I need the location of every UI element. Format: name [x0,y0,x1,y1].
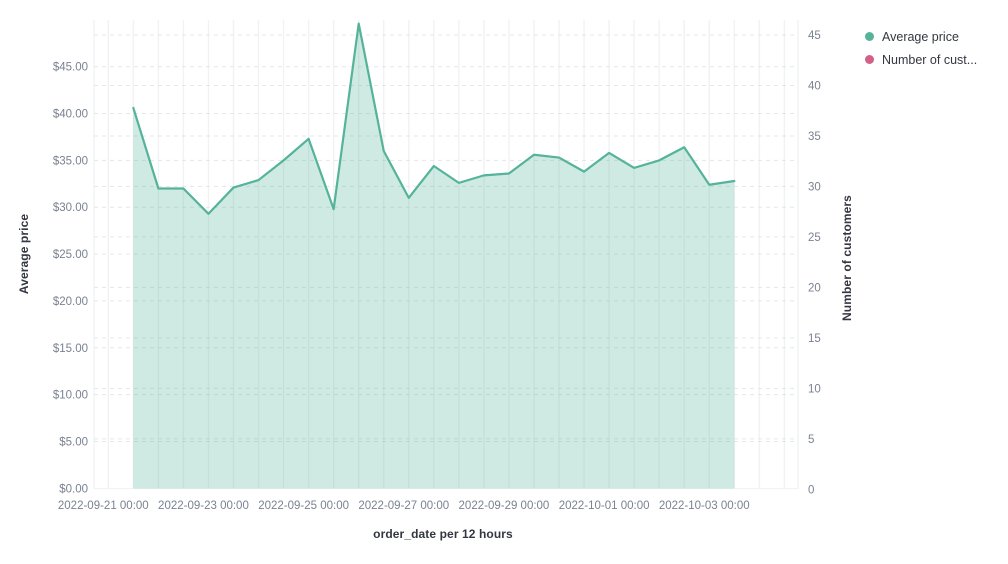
y-axis-right-tick-label: 45 [808,30,821,42]
average-price-line [132,22,736,215]
legend-label: Average price [882,29,959,44]
y-axis-right-tick-label: 10 [808,383,821,395]
average-price-area [133,23,735,489]
legend-item-average-price[interactable]: Average price [863,25,1005,48]
y-axis-right-tick-label: 15 [808,333,821,345]
legend: Average price Number of cust... [863,25,1005,71]
y-axis-right-tick-label: 25 [808,232,821,244]
x-axis-tick-label: 2022-09-23 00:00 [158,500,249,512]
y-axis-left-tick-label: $35.00 [53,155,88,167]
y-axis-right-title: Number of customers [840,195,854,321]
x-axis-title: order_date per 12 hours [373,527,513,541]
y-axis-right-tick-label: 30 [808,181,821,193]
y-axis-left-tick-label: $5.00 [59,436,88,448]
y-axis-left-tick-label: $15.00 [53,343,88,355]
series-color-dot-icon [865,32,874,41]
y-axis-left-title: Average price [17,213,31,295]
legend-label: Number of cust... [882,52,978,67]
x-axis-tick-label: 2022-09-25 00:00 [258,500,349,512]
y-axis-left-tick-label: $30.00 [53,202,88,214]
y-axis-right-tick-label: 20 [808,282,821,294]
x-axis-tick-label: 2022-09-21 00:00 [58,500,149,512]
legend-item-number-of-customers[interactable]: Number of cust... [863,48,1005,71]
y-axis-right-tick-label: 35 [808,131,821,143]
y-axis-right-tick-label: 0 [808,484,814,496]
x-axis-tick-label: 2022-10-01 00:00 [559,500,650,512]
y-axis-left-tick-label: $40.00 [53,109,88,121]
y-axis-right-tick-label: 5 [808,434,814,446]
series-color-dot-icon [865,55,874,64]
y-axis-left-tick-label: $45.00 [53,62,88,74]
y-axis-left-tick-label: $20.00 [53,296,88,308]
x-axis-tick-label: 2022-10-03 00:00 [659,500,750,512]
y-axis-left-tick-label: $10.00 [53,390,88,402]
y-axis-left-tick-label: $0.00 [59,483,88,495]
y-axis-right-tick-label: 40 [808,80,821,92]
x-axis-tick-label: 2022-09-29 00:00 [459,500,550,512]
y-axis-left-tick-label: $25.00 [53,249,88,261]
x-axis-tick-label: 2022-09-27 00:00 [358,500,449,512]
